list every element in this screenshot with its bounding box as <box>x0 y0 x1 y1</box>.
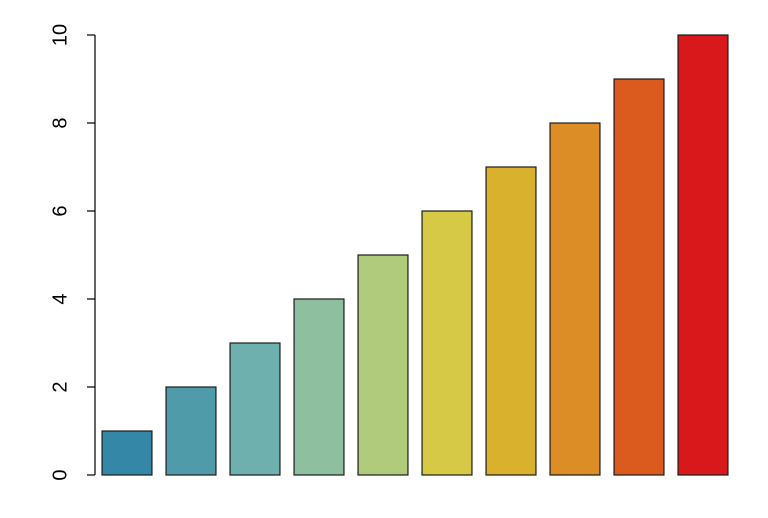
y-axis-tick-label: 0 <box>49 469 71 480</box>
bar <box>294 299 344 475</box>
bar <box>614 79 664 475</box>
bar <box>550 123 600 475</box>
y-axis-tick-label: 4 <box>49 293 71 304</box>
bar <box>358 255 408 475</box>
bar <box>166 387 216 475</box>
y-axis-tick-label: 2 <box>49 381 71 392</box>
bar <box>230 343 280 475</box>
bar <box>486 167 536 475</box>
bar <box>102 431 152 475</box>
bar <box>422 211 472 475</box>
bar-chart: 0 2 4 6 8 10 <box>0 0 768 518</box>
y-axis-tick-label: 8 <box>49 117 71 128</box>
y-axis-tick-label: 6 <box>49 205 71 216</box>
chart-svg: 0 2 4 6 8 10 <box>0 0 768 518</box>
y-axis-tick-label: 10 <box>49 24 71 46</box>
bar <box>678 35 728 475</box>
